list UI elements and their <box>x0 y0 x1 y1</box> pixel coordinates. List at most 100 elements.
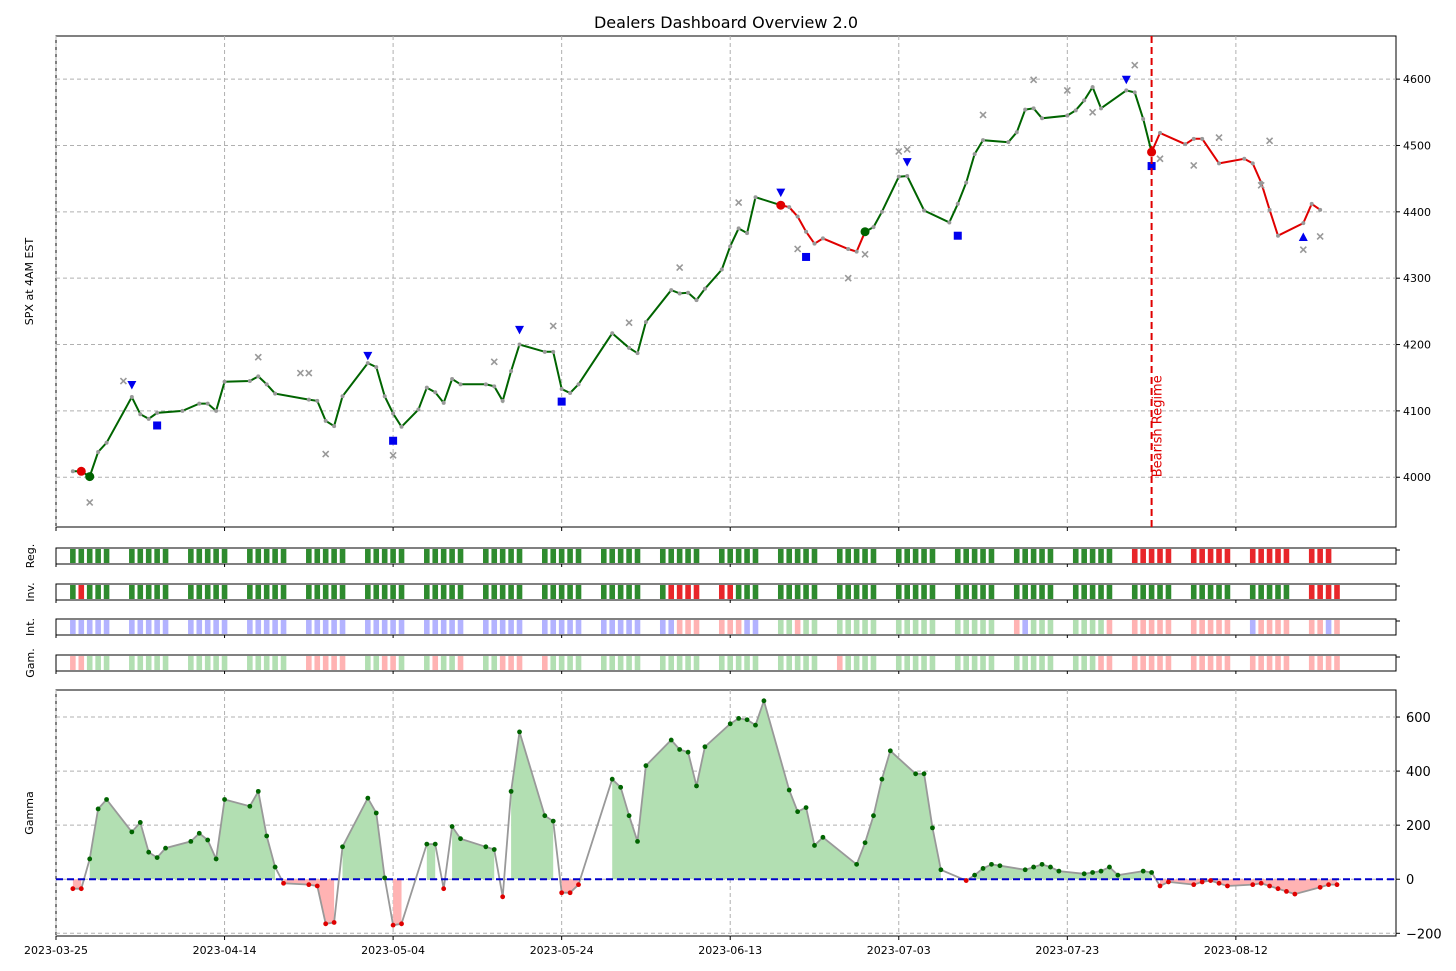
gamma-point <box>1284 888 1289 894</box>
strip-cell <box>862 585 868 599</box>
strip-cell <box>1089 585 1096 599</box>
strip-cell <box>1131 585 1138 599</box>
strip-cell <box>390 549 396 563</box>
strip-cell <box>432 549 439 563</box>
strip-cell <box>980 585 986 599</box>
strip-cell <box>491 585 498 599</box>
price-point <box>146 416 151 421</box>
strip-cell <box>1089 620 1096 634</box>
price-point <box>323 418 328 423</box>
strip-cell <box>1013 656 1020 670</box>
strip-cell <box>659 585 666 599</box>
strip-cell <box>853 549 860 563</box>
strip-cell <box>1224 549 1231 563</box>
strip-cell <box>954 549 961 563</box>
price-point <box>382 394 387 399</box>
gamma-point <box>104 797 109 802</box>
strip-cell <box>912 620 919 634</box>
price-point <box>964 180 969 185</box>
price-x-marker <box>254 353 262 361</box>
gamma-point <box>222 797 227 802</box>
gamma-ytick-label: 0 <box>1406 873 1414 888</box>
strip-cell <box>1325 620 1332 634</box>
strip-cell <box>457 656 464 670</box>
strip-cell <box>752 656 759 670</box>
strip-cell <box>1072 656 1079 670</box>
price-point <box>795 214 800 219</box>
strip-cell <box>314 620 321 634</box>
strip-cell <box>1325 585 1332 599</box>
price-point <box>1301 221 1306 226</box>
price-point <box>896 174 901 179</box>
strip-cell <box>1275 656 1281 670</box>
strip-cell <box>154 585 160 599</box>
gamma-point <box>1225 883 1230 889</box>
price-point <box>1082 98 1087 103</box>
strip-cell <box>954 585 961 599</box>
strip-cell <box>196 585 203 599</box>
gamma-point <box>281 880 286 886</box>
strip-cell <box>1266 656 1273 670</box>
gamma-point <box>129 829 135 835</box>
strip-cell <box>786 656 793 670</box>
strip-cell <box>1165 549 1172 563</box>
gamma-panel: 2023-03-25 2023-04-14 2023-05-04 2023-05-24… <box>23 689 1442 957</box>
gamma-point <box>559 890 565 896</box>
gamma-point <box>500 894 506 900</box>
strip-cell <box>137 620 144 634</box>
strip-cell <box>1249 585 1256 599</box>
price-point <box>568 390 573 395</box>
price-point <box>787 205 792 210</box>
strip-cell <box>247 656 253 670</box>
gamma-point <box>205 837 211 843</box>
price-point <box>399 424 404 429</box>
strip-cell <box>331 620 337 634</box>
gamma-point <box>306 882 312 888</box>
strip-cell <box>499 549 506 563</box>
price-point <box>197 401 202 406</box>
strip-cell <box>1258 656 1264 670</box>
strip-cell <box>1081 620 1087 634</box>
strip-cell <box>331 549 337 563</box>
strip-cell <box>1308 620 1315 634</box>
gamma-point <box>812 843 817 848</box>
price-point <box>306 397 311 402</box>
price-down-triangle <box>127 381 137 390</box>
strip-cell <box>988 656 995 670</box>
strip-cell <box>811 656 818 670</box>
strip-cell <box>617 549 624 563</box>
strip-cell <box>693 656 700 670</box>
price-x-marker <box>389 451 397 459</box>
strip-cell <box>255 656 262 670</box>
price-point <box>441 400 446 405</box>
strip-cell <box>988 620 995 634</box>
gamma-positive-area <box>89 791 276 880</box>
strip-cell <box>550 549 557 563</box>
strip-cell <box>550 656 557 670</box>
strip-cell <box>499 585 506 599</box>
price-point <box>315 398 320 403</box>
strip-cell <box>483 656 489 670</box>
strip-cell <box>424 549 430 563</box>
strip-cell <box>1157 656 1163 670</box>
strip-cell <box>1249 656 1256 670</box>
strip-cell <box>449 620 455 634</box>
strip-cell <box>457 620 464 634</box>
strip-cell <box>398 585 405 599</box>
strip-cell <box>542 656 548 670</box>
gamma-point <box>163 845 168 851</box>
strip-cell <box>676 585 683 599</box>
strip-cell <box>398 549 405 563</box>
price-regime-dot <box>860 227 870 237</box>
price-point <box>947 220 952 225</box>
strip-cell <box>508 656 514 670</box>
gamma-point <box>255 788 261 794</box>
strip-cell <box>971 585 978 599</box>
strip-cell <box>280 585 287 599</box>
gamma-point <box>1191 882 1197 888</box>
strip-cell <box>1334 656 1340 670</box>
price-x-marker <box>844 274 852 282</box>
strip-cell <box>1190 585 1197 599</box>
gamma-point <box>854 861 860 867</box>
gamma-point <box>95 806 101 812</box>
